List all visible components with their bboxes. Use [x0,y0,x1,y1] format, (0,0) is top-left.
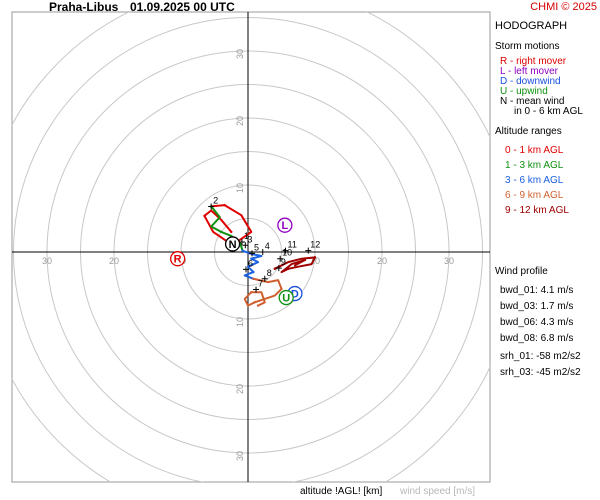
wind-profile-item-4: bwd_08: 6.8 m/s [500,333,574,344]
height-label-12: 12 [310,240,320,250]
altitude-legend-item-3: 3 - 6 km AGL [505,175,564,186]
altitude-legend-item-5: 9 - 12 km AGL [505,205,569,216]
trace-point [203,214,206,218]
height-label-11: 11 [288,240,297,250]
plot-frame [11,11,491,483]
trace-point [273,267,276,270]
height-marker [249,250,256,257]
storm-marker-n [224,236,241,252]
height-label-4: 4 [265,241,270,251]
wind-profile-item-1: bwd_01: 4.1 m/s [500,285,574,296]
ring-tick-label-top: 20 [235,116,245,126]
storm-label-l: L [281,220,288,232]
trace-point [287,267,290,270]
trace-point [256,304,260,307]
height-marker [275,265,282,272]
ring-tick-label-bottom: 20 [235,384,245,394]
wind-speed-units-label: wind speed [m/s] [400,486,476,497]
storm-label-d: D [291,289,299,301]
height-label-5: 5 [254,242,259,252]
height-marker [277,255,284,262]
ring-tick-label-bottom: 10 [235,317,245,327]
storm-label-u: U [282,293,290,305]
storm-marker-u [278,289,294,306]
storm-marker-l [277,217,293,233]
wind-profile-item-3: bwd_06: 4.3 m/s [500,317,574,328]
height-label-10: 10 [282,248,292,258]
trace-5 [273,256,316,274]
storm-marker-r [169,251,186,267]
storm-legend-item-1: R - right mover [500,56,567,67]
sounding-datetime: 01.09.2025 00 UTC [130,0,235,14]
storm-legend-item-6: in 0 - 6 km AGL [514,106,583,117]
trace-point [250,257,253,260]
trace-point [313,256,317,259]
trace-3 [241,249,263,280]
height-marker [208,203,215,210]
trace-point [280,287,283,291]
altitude-ranges-heading: Altitude ranges [495,126,562,137]
wind-profile-heading: Wind profile [495,266,548,277]
storm-legend-item-5: N - mean wind [500,96,565,107]
ring-tick-labels: 10 10 10 10 20 20 20 20 30 30 30 30 [42,49,454,461]
height-label-7: 7 [258,279,263,289]
ring-tick-label-right: 30 [444,256,454,266]
altitude-legend-item-1: 0 - 1 km AGL [505,145,564,156]
height-label-6: 6 [248,258,253,268]
height-label-3: 3 [247,234,252,244]
storm-label-r: R [174,254,182,266]
storm-legend-item-3: D - downwind [500,76,561,87]
altitude-legend-item-2: 1 - 3 km AGL [505,160,564,171]
axes [12,12,490,482]
trace-point [241,249,244,252]
storm-label-n: N [229,239,237,251]
altitude-legend-item-4: 6 - 9 km AGL [505,190,564,201]
trace-point [303,258,307,262]
chmi-credit: CHMI © 2025 [530,1,597,13]
ring-tick-label-left: 20 [109,256,119,266]
trace-point [230,230,233,234]
station-name: Praha-Libus [49,0,119,14]
storm-legend-item-4: U - upwind [500,86,548,97]
height-marker [282,247,289,254]
height-marker [242,242,249,249]
trace-point [252,277,255,280]
legend-title: HODOGRAPH [495,20,568,32]
ring-tick-label-bottom: 30 [235,451,245,461]
ring-tick-label-right: 20 [377,256,387,266]
trace-point [253,301,256,304]
height-label-8: 8 [267,268,272,278]
storm-motion-markers: R L DU N [169,217,303,306]
height-label-2: 2 [213,195,218,205]
ring-tick-label-right: 10 [310,256,320,266]
trace-point [220,230,223,234]
wind-profile-item-5: srh_01: -58 m2/s2 [500,351,581,362]
wind-profile-item-2: bwd_03: 1.7 m/s [500,301,574,312]
ring-tick-label-left: 30 [42,256,52,266]
storm-motions-heading: Storm motions [495,41,560,52]
storm-legend-item-2: L - left mover [500,66,558,77]
trace-point [252,270,255,274]
ring-tick-label-top: 10 [235,183,245,193]
height-marker [261,275,268,282]
height-label-1: 1 [244,231,249,241]
trace-point [250,291,253,294]
height-label-9: 9 [281,257,286,267]
height-marker [259,249,266,255]
height-marker [253,286,260,293]
altitude-units-label: altitude !AGL! [km] [300,486,383,497]
height-marker [242,266,249,273]
ring-tick-label-top: 30 [235,49,245,59]
height-marker [305,247,312,254]
wind-profile-item-6: srh_03: -45 m2/s2 [500,367,581,378]
trace-point [223,203,226,207]
